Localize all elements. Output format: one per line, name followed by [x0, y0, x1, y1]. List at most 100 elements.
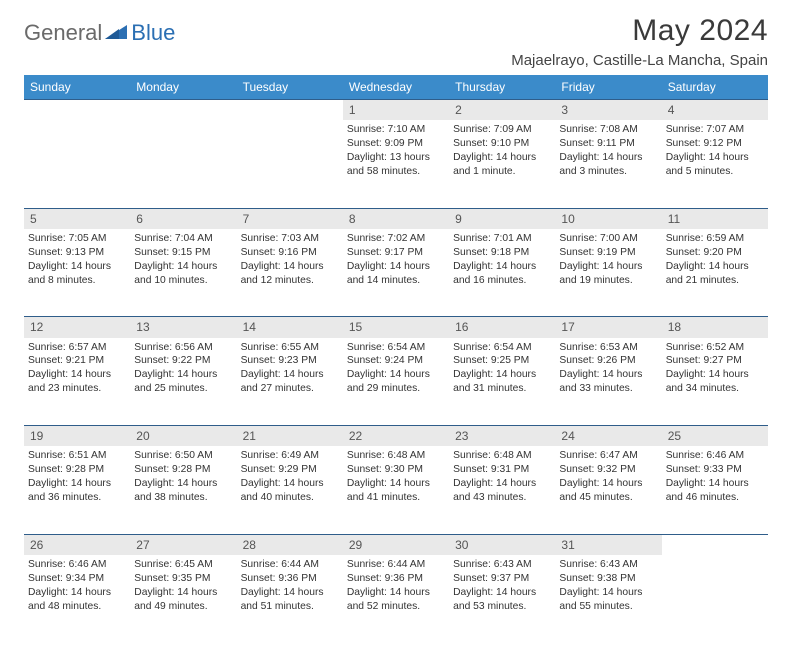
- sunset-text: Sunset: 9:15 PM: [134, 246, 232, 260]
- day-number-cell: 27: [130, 534, 236, 555]
- sunrise-text: Sunrise: 6:45 AM: [134, 558, 232, 572]
- sunrise-text: Sunrise: 6:54 AM: [347, 341, 445, 355]
- day-number-cell: 29: [343, 534, 449, 555]
- day-number-cell: 14: [237, 317, 343, 338]
- day-number-cell: 3: [555, 100, 661, 121]
- day-number-cell: 5: [24, 208, 130, 229]
- day-details-cell: Sunrise: 6:55 AMSunset: 9:23 PMDaylight:…: [237, 338, 343, 426]
- sunset-text: Sunset: 9:27 PM: [666, 354, 764, 368]
- day-details-cell: Sunrise: 7:04 AMSunset: 9:15 PMDaylight:…: [130, 229, 236, 317]
- day-number-cell: 20: [130, 426, 236, 447]
- daylight-text: Daylight: 14 hours and 29 minutes.: [347, 368, 445, 396]
- sunset-text: Sunset: 9:37 PM: [453, 572, 551, 586]
- day-details-cell: Sunrise: 7:00 AMSunset: 9:19 PMDaylight:…: [555, 229, 661, 317]
- sunrise-text: Sunrise: 6:56 AM: [134, 341, 232, 355]
- sunset-text: Sunset: 9:28 PM: [134, 463, 232, 477]
- daylight-text: Daylight: 14 hours and 21 minutes.: [666, 260, 764, 288]
- day-details-cell: Sunrise: 6:43 AMSunset: 9:37 PMDaylight:…: [449, 555, 555, 643]
- day-number-cell: 12: [24, 317, 130, 338]
- sunset-text: Sunset: 9:18 PM: [453, 246, 551, 260]
- title-block: May 2024 Majaelrayo, Castille-La Mancha,…: [511, 14, 768, 69]
- day-number-cell: [130, 100, 236, 121]
- logo: General Blue: [24, 20, 175, 46]
- day-number-cell: 21: [237, 426, 343, 447]
- day-number-cell: 22: [343, 426, 449, 447]
- sunset-text: Sunset: 9:30 PM: [347, 463, 445, 477]
- sunset-text: Sunset: 9:17 PM: [347, 246, 445, 260]
- day-details-cell: Sunrise: 7:07 AMSunset: 9:12 PMDaylight:…: [662, 120, 768, 208]
- day-details-row: Sunrise: 7:10 AMSunset: 9:09 PMDaylight:…: [24, 120, 768, 208]
- daylight-text: Daylight: 14 hours and 3 minutes.: [559, 151, 657, 179]
- daylight-text: Daylight: 13 hours and 58 minutes.: [347, 151, 445, 179]
- weekday-header: Sunday: [24, 75, 130, 100]
- sunrise-text: Sunrise: 6:55 AM: [241, 341, 339, 355]
- sunrise-text: Sunrise: 6:46 AM: [28, 558, 126, 572]
- daylight-text: Daylight: 14 hours and 38 minutes.: [134, 477, 232, 505]
- page-header: General Blue May 2024 Majaelrayo, Castil…: [24, 14, 768, 69]
- sunset-text: Sunset: 9:31 PM: [453, 463, 551, 477]
- day-number-cell: 13: [130, 317, 236, 338]
- sunrise-text: Sunrise: 7:08 AM: [559, 123, 657, 137]
- day-number-cell: [24, 100, 130, 121]
- day-details-cell: Sunrise: 6:46 AMSunset: 9:33 PMDaylight:…: [662, 446, 768, 534]
- sunrise-text: Sunrise: 7:09 AM: [453, 123, 551, 137]
- daylight-text: Daylight: 14 hours and 55 minutes.: [559, 586, 657, 614]
- sunset-text: Sunset: 9:20 PM: [666, 246, 764, 260]
- daylight-text: Daylight: 14 hours and 12 minutes.: [241, 260, 339, 288]
- daylight-text: Daylight: 14 hours and 33 minutes.: [559, 368, 657, 396]
- daylight-text: Daylight: 14 hours and 49 minutes.: [134, 586, 232, 614]
- sunset-text: Sunset: 9:35 PM: [134, 572, 232, 586]
- sunset-text: Sunset: 9:26 PM: [559, 354, 657, 368]
- month-title: May 2024: [511, 14, 768, 48]
- day-details-cell: Sunrise: 6:44 AMSunset: 9:36 PMDaylight:…: [343, 555, 449, 643]
- location-text: Majaelrayo, Castille-La Mancha, Spain: [511, 52, 768, 69]
- day-number-cell: [237, 100, 343, 121]
- weekday-header: Monday: [130, 75, 236, 100]
- sunrise-text: Sunrise: 7:05 AM: [28, 232, 126, 246]
- daylight-text: Daylight: 14 hours and 45 minutes.: [559, 477, 657, 505]
- sunset-text: Sunset: 9:16 PM: [241, 246, 339, 260]
- day-details-cell: [24, 120, 130, 208]
- day-number-cell: 18: [662, 317, 768, 338]
- sunrise-text: Sunrise: 7:02 AM: [347, 232, 445, 246]
- sunrise-text: Sunrise: 6:57 AM: [28, 341, 126, 355]
- sunset-text: Sunset: 9:36 PM: [347, 572, 445, 586]
- daylight-text: Daylight: 14 hours and 16 minutes.: [453, 260, 551, 288]
- day-details-cell: Sunrise: 6:43 AMSunset: 9:38 PMDaylight:…: [555, 555, 661, 643]
- logo-text-general: General: [24, 20, 102, 46]
- sunrise-text: Sunrise: 6:48 AM: [347, 449, 445, 463]
- daylight-text: Daylight: 14 hours and 51 minutes.: [241, 586, 339, 614]
- day-number-cell: 6: [130, 208, 236, 229]
- day-number-row: 262728293031: [24, 534, 768, 555]
- day-details-cell: Sunrise: 6:47 AMSunset: 9:32 PMDaylight:…: [555, 446, 661, 534]
- day-details-cell: Sunrise: 6:54 AMSunset: 9:25 PMDaylight:…: [449, 338, 555, 426]
- day-number-cell: 2: [449, 100, 555, 121]
- daylight-text: Daylight: 14 hours and 27 minutes.: [241, 368, 339, 396]
- daylight-text: Daylight: 14 hours and 1 minute.: [453, 151, 551, 179]
- sunset-text: Sunset: 9:29 PM: [241, 463, 339, 477]
- day-number-cell: 10: [555, 208, 661, 229]
- sunrise-text: Sunrise: 6:43 AM: [453, 558, 551, 572]
- sunset-text: Sunset: 9:13 PM: [28, 246, 126, 260]
- daylight-text: Daylight: 14 hours and 14 minutes.: [347, 260, 445, 288]
- sunrise-text: Sunrise: 7:04 AM: [134, 232, 232, 246]
- sunrise-text: Sunrise: 6:44 AM: [347, 558, 445, 572]
- day-details-cell: Sunrise: 6:59 AMSunset: 9:20 PMDaylight:…: [662, 229, 768, 317]
- day-details-cell: Sunrise: 6:50 AMSunset: 9:28 PMDaylight:…: [130, 446, 236, 534]
- sunrise-text: Sunrise: 7:00 AM: [559, 232, 657, 246]
- day-number-cell: 9: [449, 208, 555, 229]
- day-details-cell: Sunrise: 6:44 AMSunset: 9:36 PMDaylight:…: [237, 555, 343, 643]
- sunrise-text: Sunrise: 6:46 AM: [666, 449, 764, 463]
- day-details-cell: Sunrise: 7:02 AMSunset: 9:17 PMDaylight:…: [343, 229, 449, 317]
- day-details-cell: Sunrise: 6:45 AMSunset: 9:35 PMDaylight:…: [130, 555, 236, 643]
- sunrise-text: Sunrise: 6:53 AM: [559, 341, 657, 355]
- logo-text-blue: Blue: [131, 20, 175, 46]
- day-number-cell: 1: [343, 100, 449, 121]
- day-details-cell: Sunrise: 6:54 AMSunset: 9:24 PMDaylight:…: [343, 338, 449, 426]
- day-number-cell: 11: [662, 208, 768, 229]
- day-number-cell: [662, 534, 768, 555]
- logo-triangle-icon: [105, 23, 127, 44]
- sunset-text: Sunset: 9:23 PM: [241, 354, 339, 368]
- sunrise-text: Sunrise: 7:03 AM: [241, 232, 339, 246]
- day-number-cell: 15: [343, 317, 449, 338]
